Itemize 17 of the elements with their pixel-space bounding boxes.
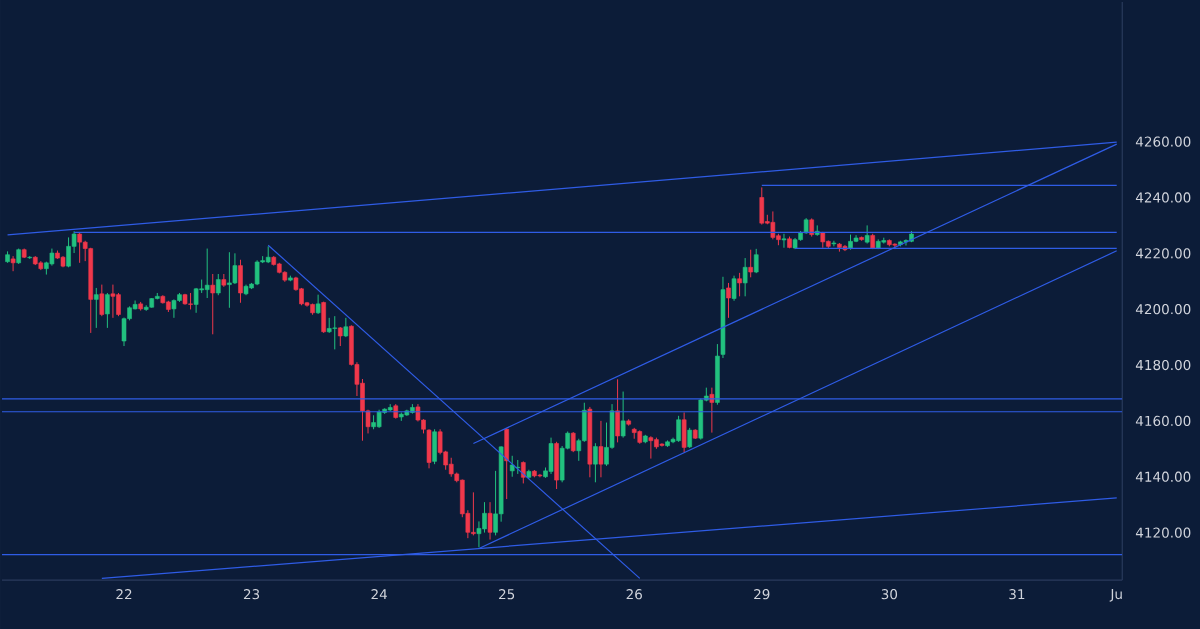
y-tick-label: 4180.00 (1135, 359, 1191, 371)
x-tick-label: 22 (116, 589, 132, 600)
x-tick-label: 30 (881, 589, 898, 600)
x-tick-label: 26 (626, 589, 642, 600)
y-tick-label: 4220.00 (1135, 248, 1191, 259)
y-tick-label: 4160.00 (1135, 415, 1191, 427)
x-tick-label: 23 (243, 589, 260, 600)
y-tick-label: 4140.00 (1135, 471, 1191, 482)
y-tick-label: 4200.00 (1135, 304, 1191, 315)
x-tick-label: 31 (1009, 589, 1025, 600)
x-tick-label: 29 (754, 589, 770, 600)
y-tick-label: 4240.00 (1135, 192, 1191, 203)
x-tick-label: Ju (1109, 589, 1122, 602)
y-tick-label: 4260.00 (1135, 136, 1191, 147)
x-tick-label: 25 (499, 589, 515, 600)
x-tick-label: 24 (371, 589, 387, 600)
y-tick-label: 4120.00 (1135, 527, 1191, 538)
